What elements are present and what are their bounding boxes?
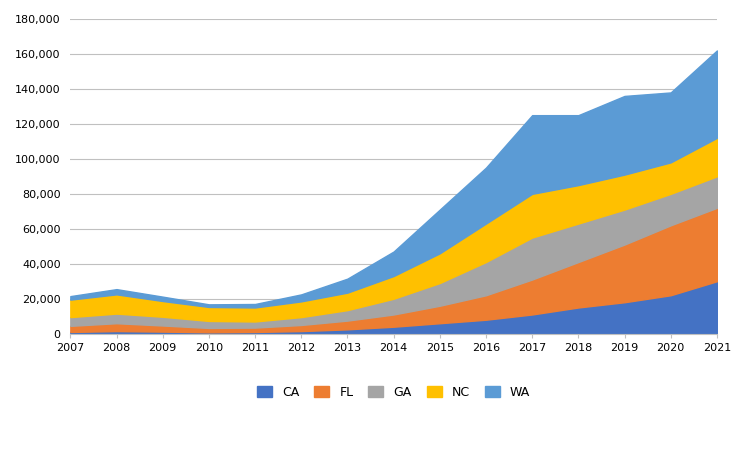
Legend: CA, FL, GA, NC, WA: CA, FL, GA, NC, WA	[252, 381, 535, 404]
